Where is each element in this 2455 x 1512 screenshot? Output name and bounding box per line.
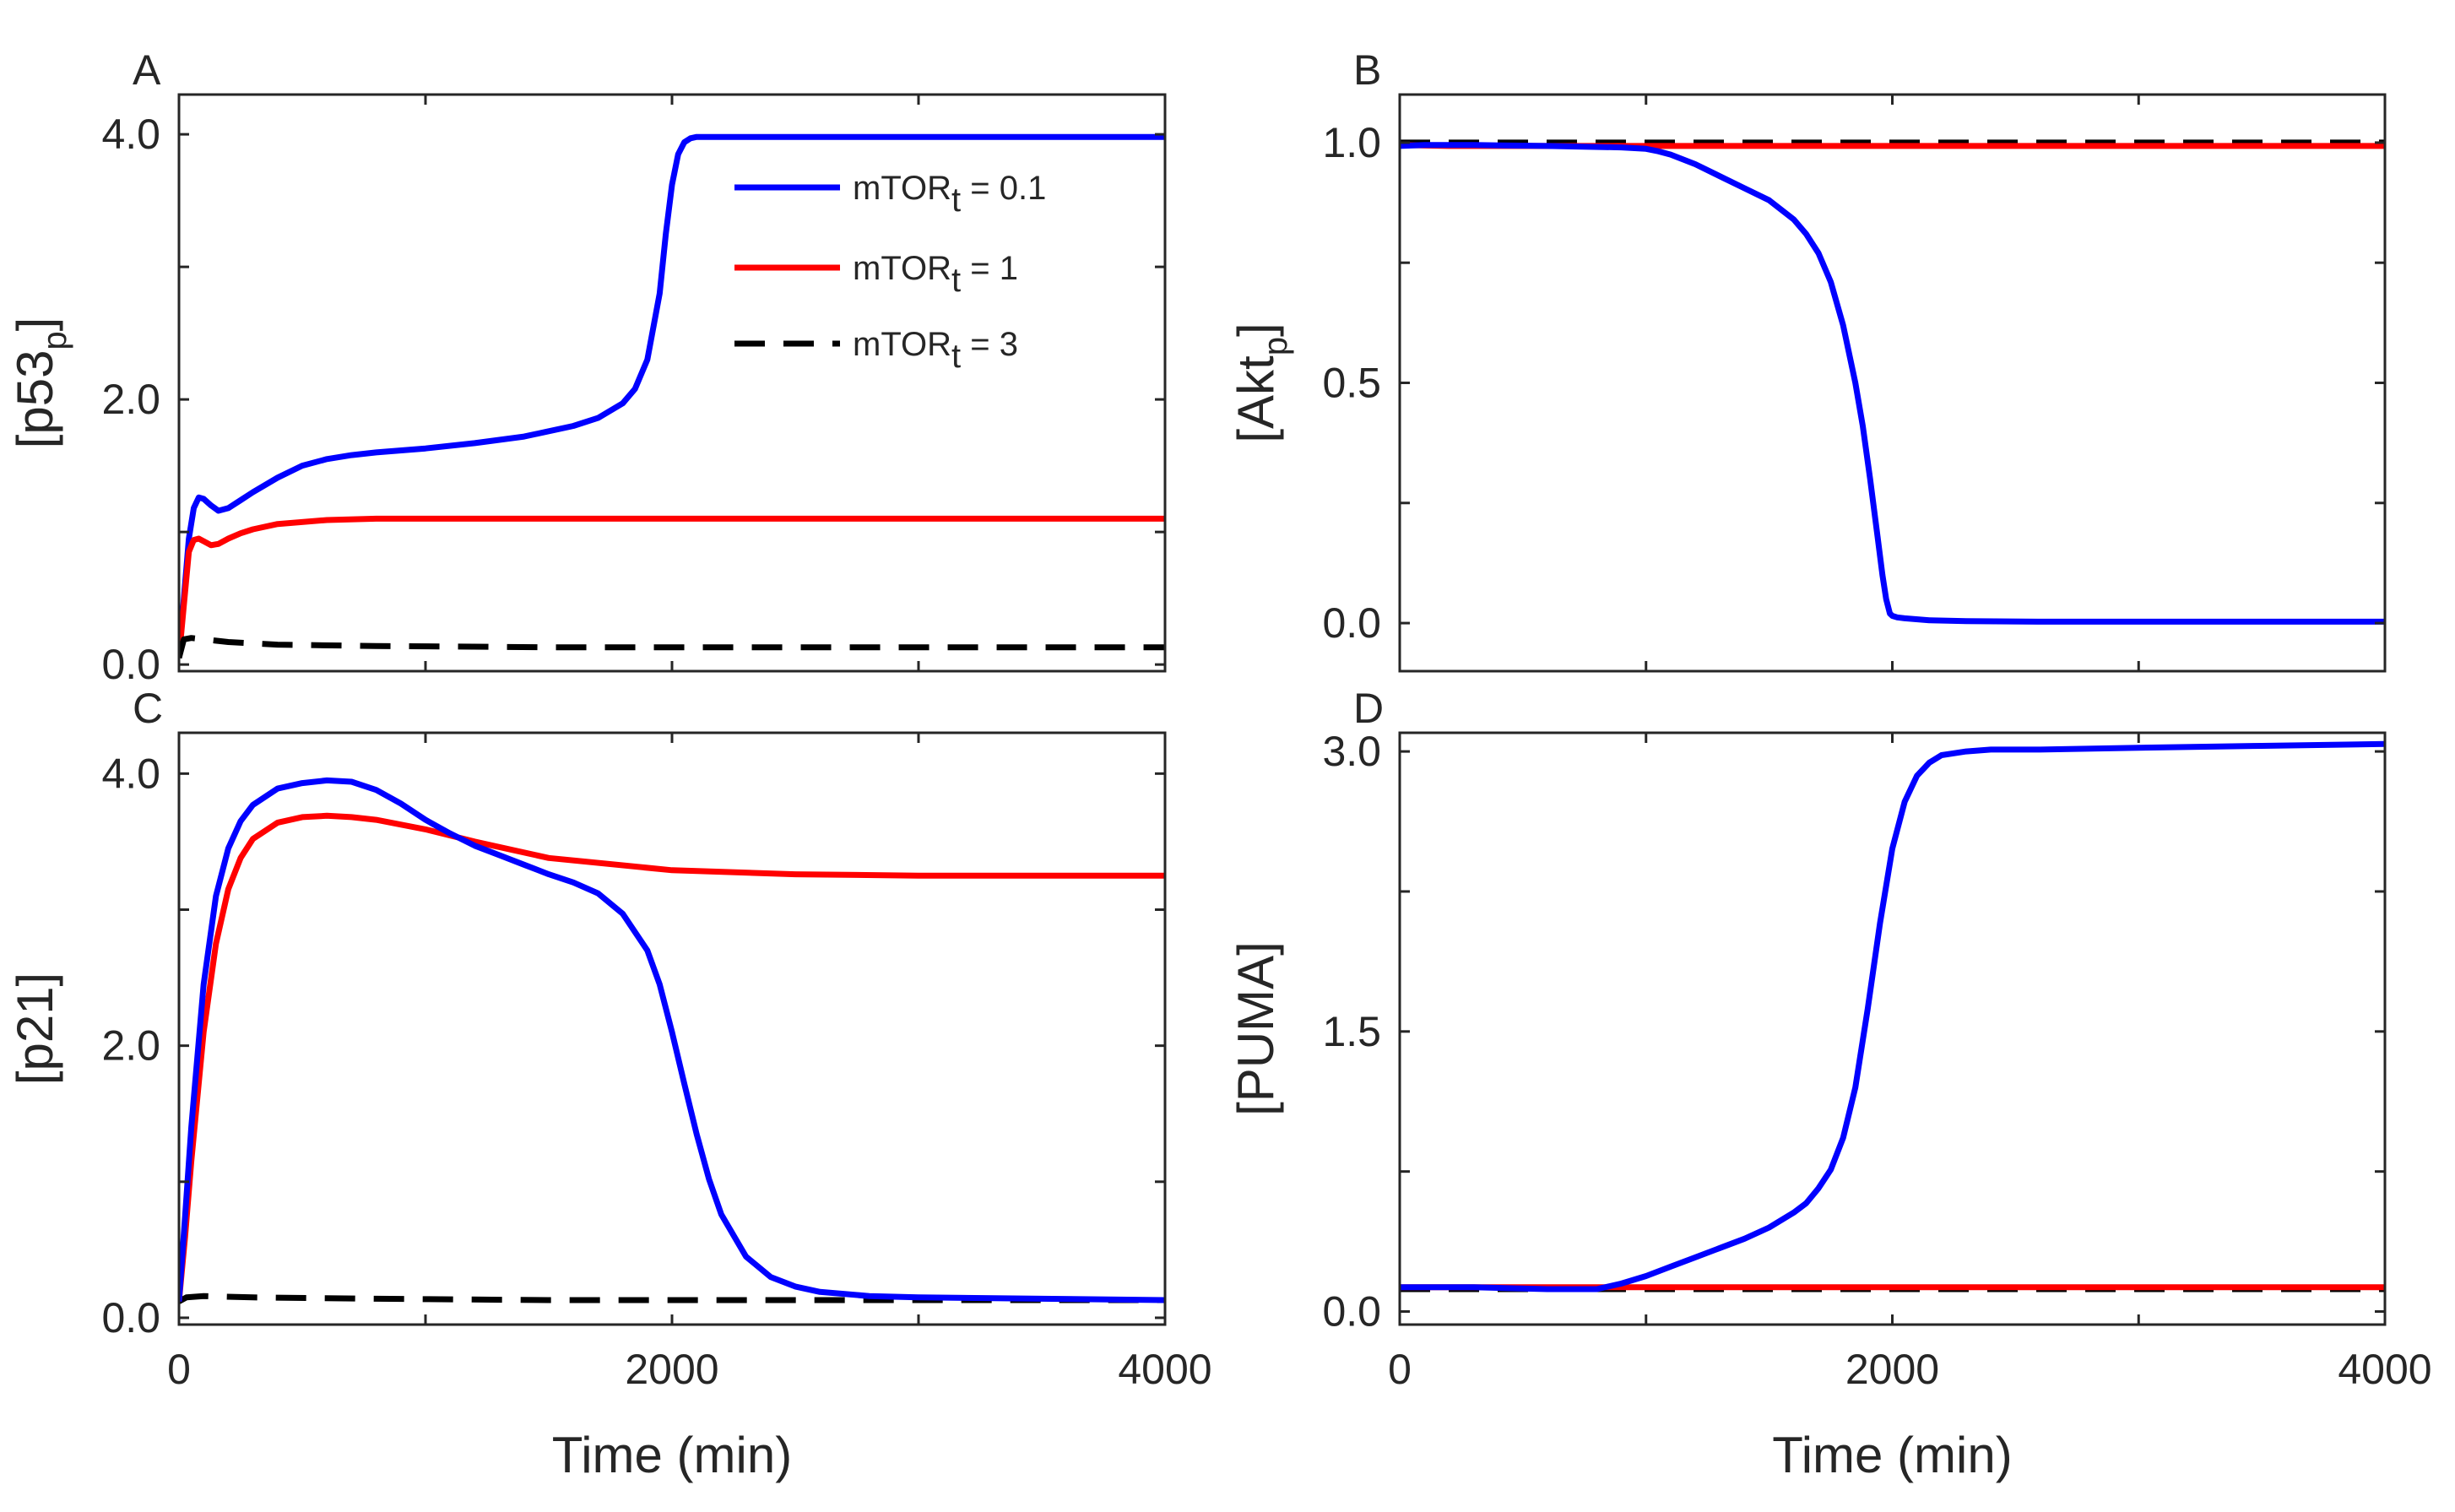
x-axis-label: Time (min) — [1772, 1427, 2012, 1483]
x-axis-label: Time (min) — [552, 1427, 792, 1483]
panel-d: D 0.0 1.5 3.0 0 2000 4000 Time (min) [PUMA] — [1228, 685, 2432, 1483]
x-tick-label: 2000 — [625, 1346, 718, 1393]
series-group — [1400, 139, 2385, 625]
axes-box — [1398, 93, 2387, 673]
series-line-2 — [179, 635, 1165, 659]
legend-suffix: = 3 — [961, 326, 1018, 363]
series-line-1 — [179, 515, 1165, 658]
legend-suffix: = 0.1 — [961, 170, 1046, 207]
y-tick-label: 4.0 — [101, 750, 160, 797]
panel-b: B 0.0 0.5 1.0 [Aktp] — [1228, 46, 2387, 673]
y-tick-label: 0.0 — [1322, 599, 1381, 647]
x-tick-label: 4000 — [1118, 1346, 1211, 1393]
panel-letter: C — [133, 685, 163, 732]
x-tick-label: 0 — [1388, 1346, 1412, 1393]
y-axis-label: [Aktp] — [1228, 322, 1294, 442]
legend-suffix: = 1 — [961, 250, 1018, 287]
series-group — [179, 133, 1165, 659]
legend-entry-1: mTORt = 1 — [853, 250, 1018, 299]
y-axis-label: [PUMA] — [1228, 941, 1284, 1116]
panel-letter: D — [1353, 685, 1384, 732]
y-axis-label-close: ] — [1228, 322, 1284, 337]
series-line-0 — [179, 1293, 1165, 1304]
legend-sub: t — [951, 338, 961, 375]
y-axis-label-main: [Akt — [1228, 355, 1284, 443]
axes-box — [1398, 731, 2387, 1326]
y-axis-label: [p21] — [7, 973, 63, 1085]
legend-sub: t — [951, 182, 961, 219]
series-line-2 — [179, 777, 1165, 1303]
series-line-2 — [1400, 142, 2385, 625]
legend-prefix: mTOR — [853, 250, 951, 287]
series-group — [179, 777, 1165, 1304]
panel-letter: A — [133, 46, 161, 94]
legend-prefix: mTOR — [853, 170, 951, 207]
legend-entry-0: mTORt = 0.1 — [853, 170, 1046, 219]
x-tick-label: 4000 — [2338, 1346, 2431, 1393]
y-axis-label-sub: p — [1257, 337, 1294, 355]
y-tick-label: 0.5 — [1322, 360, 1381, 407]
y-axis-label: [p53p] — [7, 317, 73, 449]
y-axis-label-close: ] — [7, 317, 63, 332]
x-tick-label: 0 — [167, 1346, 191, 1393]
series-line-0 — [179, 133, 1165, 658]
panel-letter: B — [1353, 46, 1381, 94]
y-tick-label: 3.0 — [1322, 728, 1381, 775]
y-tick-label: 0.0 — [101, 1294, 160, 1341]
y-axis-label-main: [p21] — [7, 973, 63, 1085]
legend-prefix: mTOR — [853, 326, 951, 363]
y-tick-label: 1.5 — [1322, 1008, 1381, 1055]
y-tick-label: 2.0 — [101, 1022, 160, 1070]
series-line-2 — [1400, 740, 2385, 1293]
y-tick-label: 4.0 — [101, 111, 160, 158]
legend-sub: t — [951, 262, 961, 299]
y-tick-label: 0.0 — [1322, 1288, 1381, 1336]
legend-entry-2: mTORt = 3 — [853, 326, 1018, 375]
panel-c: C 0.0 2.0 4.0 0 2000 4000 Time (min) [p21] — [7, 685, 1212, 1483]
y-axis-label-main: [PUMA] — [1228, 941, 1284, 1116]
y-tick-label: 1.0 — [1322, 119, 1381, 166]
x-tick-label: 2000 — [1845, 1346, 1939, 1393]
y-axis-label-main: [p53 — [7, 350, 63, 449]
series-group — [1400, 740, 2385, 1293]
y-axis-label-sub: p — [36, 331, 73, 350]
y-tick-label: 0.0 — [101, 641, 160, 688]
series-line-1 — [179, 812, 1165, 1302]
y-tick-label: 2.0 — [101, 376, 160, 423]
